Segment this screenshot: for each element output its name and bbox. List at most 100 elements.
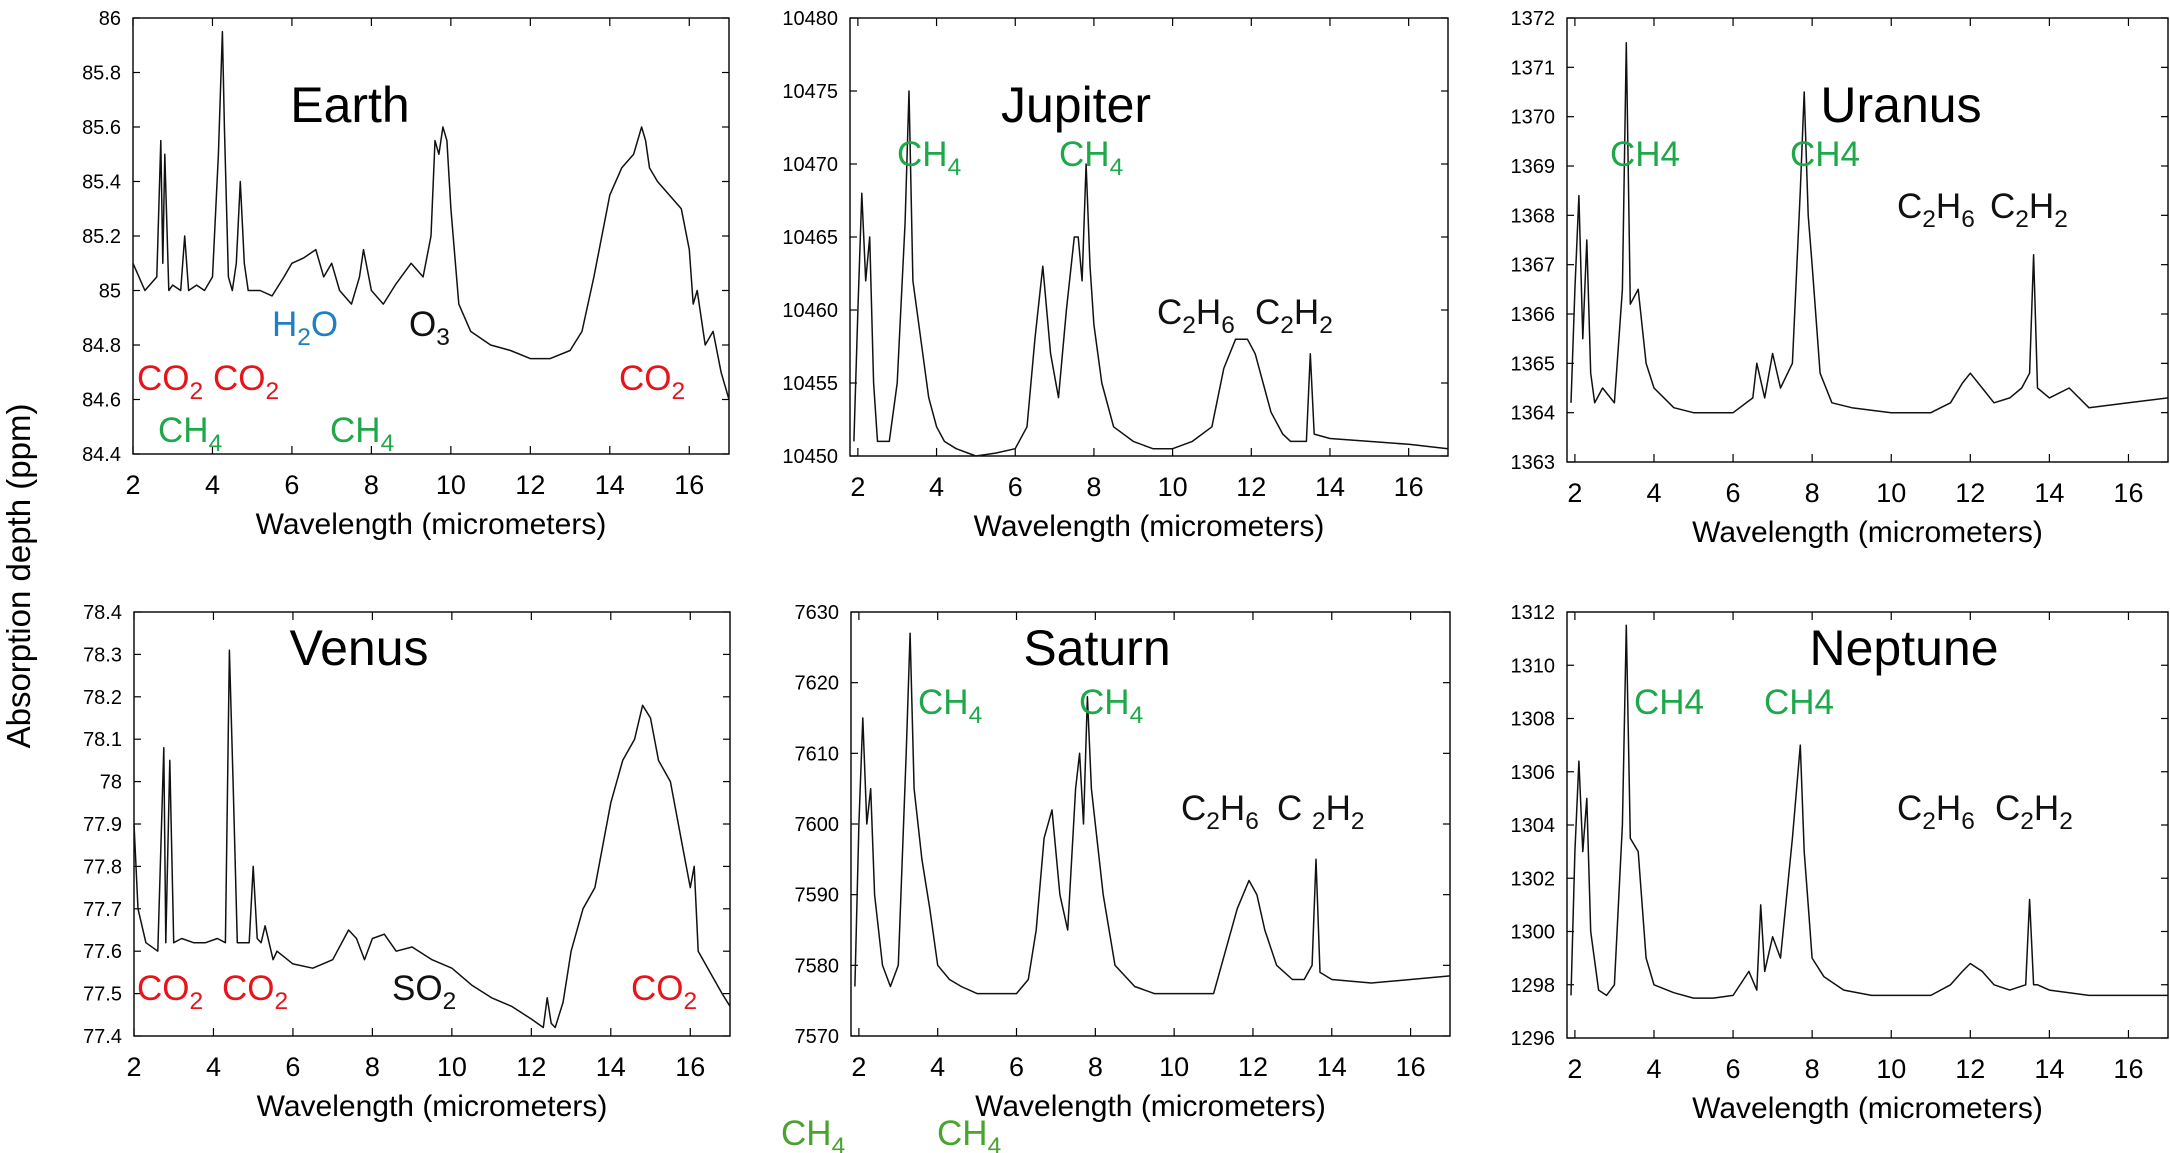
- earth-xtick-label: 4: [205, 470, 220, 500]
- earth-xtick-label: 2: [125, 470, 140, 500]
- jupiter-spectrum-line: [853, 90, 1449, 457]
- uranus-ytick-label: 1368: [1511, 205, 1556, 227]
- earth-ytick-label: 84.6: [82, 390, 121, 412]
- venus-ytick-label: 78.2: [83, 687, 122, 709]
- uranus-xtick-label: 12: [1955, 478, 1985, 508]
- jupiter-ytick-label: 10455: [782, 373, 838, 395]
- jupiter-panel-title: Jupiter: [1001, 77, 1151, 133]
- earth-xtick-label: 8: [364, 470, 379, 500]
- neptune-xtick-label: 6: [1726, 1054, 1741, 1084]
- jupiter-ytick-label: 10480: [782, 8, 838, 30]
- uranus-ytick-label: 1363: [1511, 452, 1556, 474]
- saturn-panel-title: Saturn: [1023, 620, 1170, 676]
- earth-ytick-label: 85.8: [82, 63, 121, 85]
- neptune-ytick-label: 1304: [1511, 815, 1556, 837]
- venus-ytick-label: 77.9: [83, 814, 122, 836]
- jupiter-xtick-label: 12: [1236, 472, 1266, 502]
- saturn-ytick-label: 7610: [795, 743, 840, 765]
- neptune-xtick-label: 8: [1805, 1054, 1820, 1084]
- saturn-xtick-label: 8: [1088, 1052, 1103, 1082]
- jupiter-xtick-label: 16: [1394, 472, 1424, 502]
- earth-label-co2: CO2: [137, 359, 203, 405]
- neptune-ytick-label: 1302: [1511, 868, 1556, 890]
- venus-xtick-label: 12: [516, 1052, 546, 1082]
- saturn-xtick-label: 12: [1238, 1052, 1268, 1082]
- saturn-label-ch4: CH4: [918, 683, 982, 729]
- saturn-xtick-label: 2: [851, 1052, 866, 1082]
- jupiter-label-ch4: CH4: [1059, 135, 1123, 181]
- venus-ytick-label: 78.1: [83, 729, 122, 751]
- neptune-xtick-label: 4: [1646, 1054, 1661, 1084]
- saturn-xtick-label: 6: [1009, 1052, 1024, 1082]
- neptune-xtick-label: 16: [2113, 1054, 2143, 1084]
- earth-xtick-label: 14: [595, 470, 625, 500]
- footer-label-ch4: CH4: [781, 1114, 845, 1153]
- venus-ytick-label: 78.4: [83, 602, 122, 624]
- neptune-x-axis-label: Wavelength (micrometers): [1692, 1092, 2043, 1125]
- venus-panel-title: Venus: [289, 620, 428, 676]
- venus-xtick-label: 6: [285, 1052, 300, 1082]
- neptune-xtick-label: 12: [1955, 1054, 1985, 1084]
- jupiter-ytick-label: 10465: [782, 227, 838, 249]
- neptune-ytick-label: 1306: [1511, 762, 1556, 784]
- panel-uranus: 1363 1364 1365 1366 1367 1368 1369 1370 1371 1372…: [1511, 8, 2169, 549]
- neptune-label-c2h2: C2H2: [1995, 789, 2073, 835]
- uranus-xtick-label: 8: [1805, 478, 1820, 508]
- venus-xtick-label: 4: [206, 1052, 221, 1082]
- uranus-ytick-label: 1372: [1511, 8, 1556, 30]
- earth-ytick-label: 85.2: [82, 226, 121, 248]
- jupiter-xtick-label: 10: [1158, 472, 1188, 502]
- saturn-ytick-label: 7630: [795, 602, 840, 624]
- earth-xtick-label: 12: [515, 470, 545, 500]
- earth-ytick-label: 85: [99, 281, 121, 303]
- panel-jupiter: 10450 10455 10460 10465 10470 10475 10480 2 4 6 8 1…: [782, 8, 1449, 543]
- venus-xtick-label: 16: [675, 1052, 705, 1082]
- jupiter-label-c2h2: C2H2: [1255, 293, 1333, 339]
- uranus-spectrum-line: [1570, 41, 2169, 414]
- earth-label-co2: CO2: [213, 359, 279, 405]
- jupiter-xtick-label: 2: [850, 472, 865, 502]
- jupiter-label-ch4: CH4: [897, 135, 961, 181]
- venus-ytick-label: 77.8: [83, 856, 122, 878]
- panel-venus: 77.4 77.5 77.6 77.7 77.8 77.9 78 78.1 78.2 78.3 78…: [83, 602, 731, 1123]
- uranus-xtick-label: 14: [2034, 478, 2064, 508]
- jupiter-ytick-label: 10450: [782, 446, 838, 468]
- neptune-label-ch4: CH4: [1764, 683, 1834, 722]
- venus-label-co2: CO2: [137, 969, 203, 1015]
- neptune-ytick-label: 1298: [1511, 975, 1556, 997]
- neptune-ytick-label: 1310: [1511, 655, 1556, 677]
- venus-label-so2: SO2: [392, 969, 456, 1015]
- jupiter-ytick-label: 10470: [782, 154, 838, 176]
- earth-x-axis-label: Wavelength (micrometers): [256, 508, 607, 541]
- uranus-xtick-label: 16: [2113, 478, 2143, 508]
- neptune-label-c2h6: C2H6: [1897, 789, 1975, 835]
- saturn-xtick-label: 10: [1159, 1052, 1189, 1082]
- venus-ytick-label: 77.7: [83, 899, 122, 921]
- jupiter-x-axis-label: Wavelength (micrometers): [974, 510, 1325, 543]
- saturn-ytick-label: 7590: [795, 885, 840, 907]
- earth-label-o3: O3: [409, 305, 450, 351]
- earth-ytick-label: 86: [99, 8, 121, 30]
- venus-xtick-label: 2: [126, 1052, 141, 1082]
- jupiter-label-c2h6: C2H6: [1157, 293, 1235, 339]
- neptune-xtick-label: 2: [1567, 1054, 1582, 1084]
- venus-ytick-label: 77.5: [83, 984, 122, 1006]
- venus-ytick-label: 77.6: [83, 941, 122, 963]
- neptune-ytick-label: 1300: [1511, 922, 1556, 944]
- earth-label-ch4: CH4: [158, 411, 222, 457]
- saturn-ytick-label: 7570: [795, 1026, 840, 1048]
- saturn-xtick-label: 4: [930, 1052, 945, 1082]
- earth-xtick-label: 6: [284, 470, 299, 500]
- uranus-xtick-label: 2: [1567, 478, 1582, 508]
- venus-ytick-label: 77.4: [83, 1026, 122, 1048]
- saturn-label-c2h6: C2H6: [1181, 789, 1259, 835]
- saturn-ytick-label: 7620: [795, 673, 840, 695]
- earth-panel-title: Earth: [290, 77, 410, 133]
- uranus-xtick-label: 10: [1876, 478, 1906, 508]
- saturn-ytick-label: 7580: [795, 955, 840, 977]
- uranus-label-c2h6: C2H6: [1897, 187, 1975, 233]
- earth-xtick-label: 16: [674, 470, 704, 500]
- earth-ytick-label: 84.4: [82, 444, 121, 466]
- venus-xtick-label: 14: [596, 1052, 626, 1082]
